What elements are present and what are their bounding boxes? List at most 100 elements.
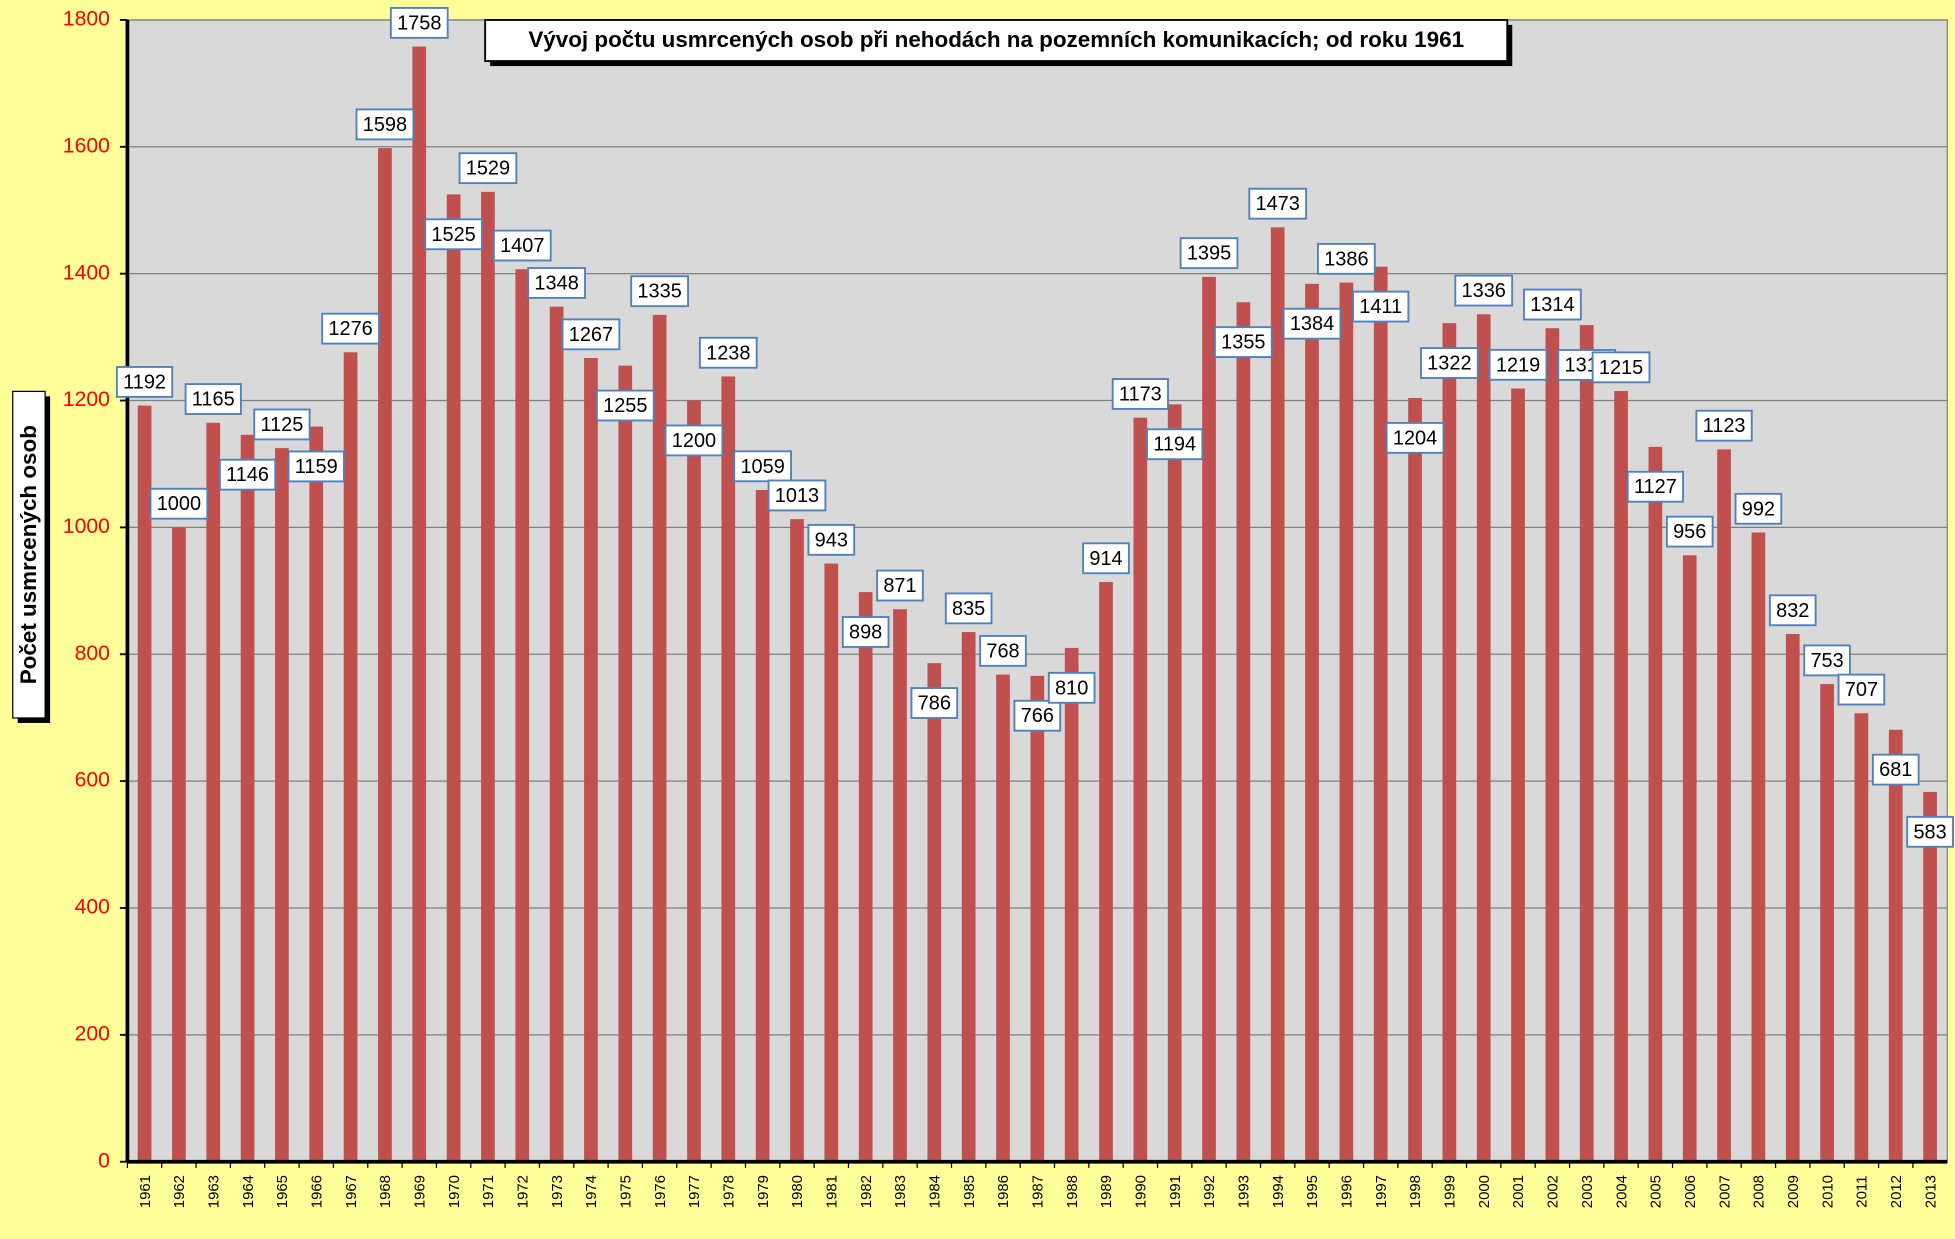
bar [1751, 532, 1766, 1162]
x-tick-label: 1966 [308, 1175, 325, 1208]
value-label-box [1420, 347, 1479, 379]
bar [549, 306, 564, 1162]
bar [721, 376, 736, 1162]
x-tick-label: 1962 [171, 1175, 188, 1208]
value-label: 1322 [1427, 353, 1471, 375]
value-label-box [1591, 351, 1651, 384]
bar [1476, 314, 1491, 1162]
value-label: 992 [1742, 498, 1775, 520]
x-tick-label: 1968 [377, 1175, 394, 1208]
value-label: 1336 [1462, 280, 1506, 302]
value-label: 1598 [363, 114, 407, 136]
y-tick-label: 0 [98, 1149, 110, 1172]
bar [412, 46, 427, 1162]
bar [515, 269, 530, 1162]
value-label-box [979, 634, 1027, 667]
bar [893, 609, 907, 1162]
x-tick-label: 1989 [1098, 1175, 1115, 1208]
value-label-box [1803, 644, 1851, 677]
y-axis-label: Počet usmrcených osob [16, 425, 41, 684]
x-tick-label: 2008 [1751, 1175, 1768, 1208]
value-label: 1386 [1324, 248, 1368, 270]
value-label: 1173 [1119, 383, 1162, 405]
bar [927, 663, 942, 1162]
value-label-box [149, 487, 209, 520]
value-label: 1348 [534, 272, 578, 294]
x-tick-label: 1990 [1133, 1175, 1150, 1208]
value-label: 943 [815, 529, 848, 551]
x-tick-label: 2002 [1545, 1175, 1562, 1208]
x-tick-label: 1976 [652, 1175, 669, 1208]
value-label: 753 [1810, 650, 1843, 672]
bar [1854, 713, 1869, 1162]
x-tick-label: 1987 [1030, 1175, 1047, 1208]
value-label: 1000 [157, 493, 201, 515]
bar [1511, 388, 1525, 1162]
bar [1202, 276, 1216, 1162]
bar [1545, 328, 1560, 1162]
value-label-box [389, 7, 449, 39]
value-label-box [184, 383, 242, 415]
value-label-box [1454, 274, 1514, 307]
x-tick-label: 2007 [1716, 1175, 1733, 1208]
value-label: 1204 [1393, 427, 1437, 449]
bar [996, 674, 1010, 1162]
value-label: 1238 [706, 342, 750, 364]
bar [206, 422, 221, 1162]
bar [1270, 227, 1285, 1162]
value-label-box [1665, 515, 1714, 548]
x-tick-label: 1981 [824, 1175, 841, 1208]
value-label: 583 [1913, 821, 1946, 843]
value-label: 1529 [466, 158, 510, 180]
x-tick-label: 1980 [789, 1175, 806, 1208]
value-label-box [1047, 671, 1096, 704]
value-label: 1123 [1703, 415, 1746, 437]
value-label-box [1082, 542, 1130, 575]
value-label: 871 [883, 575, 916, 597]
x-tick-label: 2001 [1510, 1175, 1527, 1208]
value-label-box [733, 450, 792, 483]
y-tick-label: 600 [75, 769, 110, 792]
title-box [484, 19, 1509, 63]
bar [1820, 684, 1834, 1162]
x-tick-label: 2012 [1888, 1175, 1905, 1208]
value-label: 1355 [1221, 332, 1265, 354]
value-label: 1215 [1599, 357, 1643, 379]
x-tick-label: 2011 [1854, 1176, 1871, 1208]
bar [1064, 647, 1079, 1162]
bar [652, 314, 667, 1162]
value-label: 1192 [123, 371, 166, 393]
bar [481, 191, 495, 1162]
x-tick-label: 1995 [1304, 1175, 1321, 1208]
value-label-box [1734, 492, 1783, 525]
bar [618, 365, 633, 1162]
x-tick-label: 2000 [1476, 1175, 1493, 1208]
bar [1579, 325, 1594, 1162]
bar [378, 148, 392, 1162]
x-tick-label: 2006 [1682, 1175, 1699, 1208]
bar [1442, 323, 1457, 1162]
x-tick-label: 1978 [720, 1175, 737, 1208]
value-label-box [527, 267, 586, 299]
x-tick-label: 1986 [995, 1175, 1012, 1208]
bar [275, 448, 289, 1162]
value-label-box [767, 479, 827, 512]
x-tick-label: 1996 [1339, 1175, 1356, 1208]
bar [755, 489, 770, 1162]
value-label-box [1179, 237, 1239, 270]
x-tick-label: 1985 [961, 1175, 978, 1208]
bar [584, 358, 598, 1162]
value-label: 835 [952, 598, 985, 620]
x-tick-label: 1971 [480, 1175, 497, 1208]
bar [343, 352, 358, 1162]
value-label: 1013 [775, 485, 819, 507]
bar [240, 434, 255, 1162]
bar [1373, 266, 1388, 1162]
x-tick-label: 1975 [617, 1175, 634, 1208]
x-tick-label: 1973 [549, 1175, 566, 1208]
y-tick-label: 1400 [63, 261, 110, 284]
value-label: 1473 [1256, 193, 1300, 215]
y-tick-label: 400 [75, 896, 110, 919]
x-tick-label: 1969 [411, 1175, 428, 1208]
chart-title: Vývoj počtu usmrcených osob při nehodách… [528, 27, 1464, 52]
